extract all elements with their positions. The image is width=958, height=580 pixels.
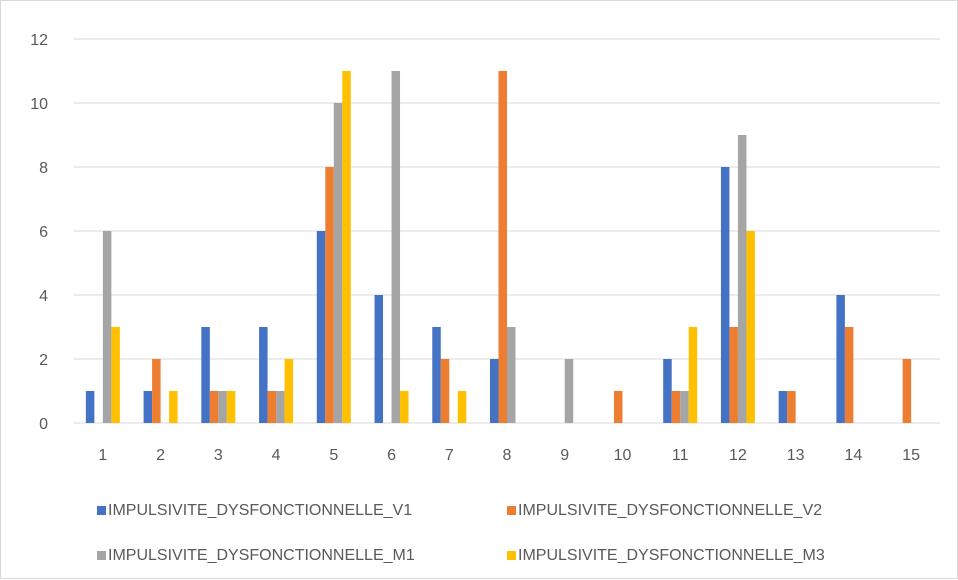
y-tick-label: 12 xyxy=(30,32,48,49)
y-tick-label: 8 xyxy=(39,160,48,177)
bar xyxy=(374,295,384,423)
bar xyxy=(209,391,219,423)
bar xyxy=(316,231,326,423)
y-tick-label: 4 xyxy=(39,288,48,305)
bar xyxy=(102,231,112,423)
bar xyxy=(836,295,845,423)
bar xyxy=(680,391,689,423)
x-axis-ticks: 1 2 3 4 5 6 7 8 9 10 11 12 13 14 15 xyxy=(98,447,920,464)
legend-label: IMPULSIVITE_DYSFONCTIONNELLE_V1 xyxy=(108,502,412,519)
bar xyxy=(226,391,236,423)
x-tick-label: 10 xyxy=(614,447,632,464)
bar xyxy=(564,359,574,423)
x-tick-label: 6 xyxy=(387,447,396,464)
legend: IMPULSIVITE_DYSFONCTIONNELLE_V1 IMPULSIVI… xyxy=(97,502,825,564)
bar xyxy=(276,391,285,423)
x-tick-label: 7 xyxy=(445,447,454,464)
bar xyxy=(507,327,516,423)
bar xyxy=(844,327,854,423)
bar xyxy=(778,391,788,423)
bar xyxy=(169,391,178,423)
y-tick-label: 6 xyxy=(39,224,48,241)
x-tick-label: 9 xyxy=(560,447,569,464)
bar xyxy=(787,391,796,423)
legend-swatch xyxy=(97,506,106,515)
legend-label: IMPULSIVITE_DYSFONCTIONNELLE_V2 xyxy=(518,502,822,519)
bar xyxy=(342,71,351,423)
bar xyxy=(400,391,409,423)
bar xyxy=(737,135,747,423)
y-tick-label: 2 xyxy=(39,352,48,369)
bar xyxy=(259,327,268,423)
bar xyxy=(902,359,912,423)
bar xyxy=(85,391,95,423)
bar xyxy=(333,103,343,423)
bar xyxy=(218,391,227,423)
y-axis-ticks: 0 2 4 6 8 10 12 xyxy=(30,32,48,433)
bar xyxy=(457,391,467,423)
x-tick-label: 8 xyxy=(503,447,512,464)
x-tick-label: 1 xyxy=(98,447,107,464)
bar xyxy=(284,359,294,423)
x-tick-label: 12 xyxy=(729,447,747,464)
bar xyxy=(432,327,441,423)
legend-swatch xyxy=(507,551,516,560)
bar xyxy=(201,327,210,423)
x-tick-label: 15 xyxy=(902,447,920,464)
bar xyxy=(490,359,499,423)
x-tick-label: 5 xyxy=(329,447,338,464)
legend-swatch xyxy=(97,551,106,560)
bar xyxy=(720,167,730,423)
bar xyxy=(688,327,698,423)
x-tick-label: 2 xyxy=(156,447,165,464)
legend-item: IMPULSIVITE_DYSFONCTIONNELLE_V1 xyxy=(97,502,412,519)
bar xyxy=(325,167,334,423)
x-tick-label: 14 xyxy=(845,447,863,464)
legend-item: IMPULSIVITE_DYSFONCTIONNELLE_M3 xyxy=(507,547,825,564)
legend-swatch xyxy=(507,506,516,515)
bar xyxy=(613,391,623,423)
bar xyxy=(111,327,120,423)
legend-item: IMPULSIVITE_DYSFONCTIONNELLE_V2 xyxy=(507,502,822,519)
legend-item: IMPULSIVITE_DYSFONCTIONNELLE_M1 xyxy=(97,547,415,564)
legend-label: IMPULSIVITE_DYSFONCTIONNELLE_M1 xyxy=(108,547,415,564)
bar xyxy=(143,391,153,423)
bar xyxy=(746,231,755,423)
bar xyxy=(267,391,277,423)
legend-label: IMPULSIVITE_DYSFONCTIONNELLE_M3 xyxy=(518,547,825,564)
bar xyxy=(663,359,672,423)
bar xyxy=(498,71,507,423)
bar xyxy=(152,359,161,423)
y-tick-label: 10 xyxy=(30,96,48,113)
x-tick-label: 13 xyxy=(787,447,805,464)
x-tick-label: 3 xyxy=(214,447,223,464)
bar xyxy=(440,359,450,423)
bar xyxy=(671,391,681,423)
x-tick-label: 11 xyxy=(672,447,689,464)
y-tick-label: 0 xyxy=(39,416,48,433)
bars xyxy=(85,71,912,423)
bar xyxy=(729,327,738,423)
x-tick-label: 4 xyxy=(272,447,281,464)
bar xyxy=(391,71,401,423)
